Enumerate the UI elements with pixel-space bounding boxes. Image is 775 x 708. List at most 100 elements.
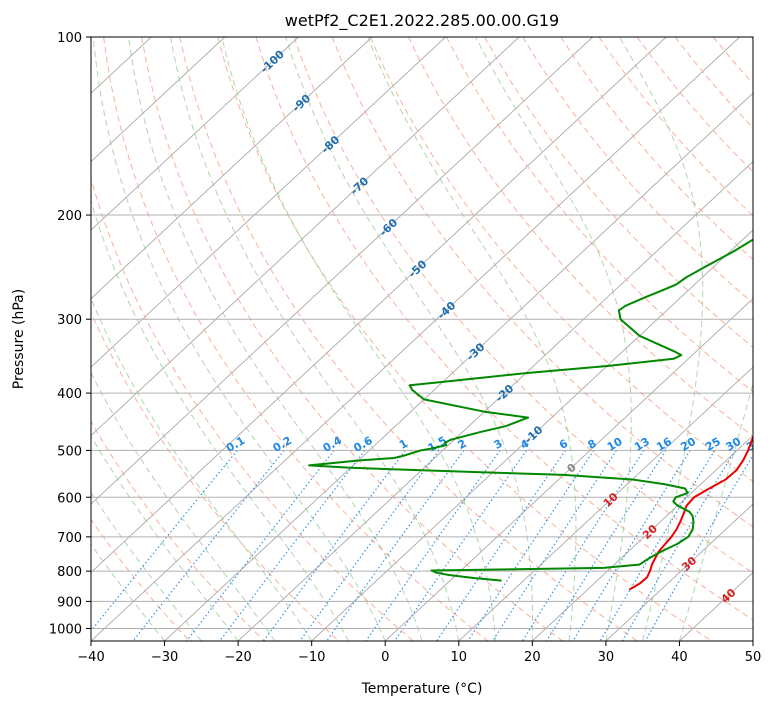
mixing-ratio-label: 16 — [654, 435, 674, 454]
moist-adiabat-line — [170, 37, 460, 641]
isotherm-line — [605, 503, 753, 641]
y-tick-label: 400 — [57, 387, 82, 402]
x-axis-title: Temperature (°C) — [361, 681, 483, 697]
y-tick-label: 600 — [57, 491, 82, 506]
isotherm-line — [91, 37, 446, 368]
x-tick-label: 10 — [451, 650, 468, 665]
isotherm-line — [91, 37, 226, 163]
dry-adiabat-line — [293, 37, 753, 574]
y-tick-label: 200 — [57, 209, 82, 224]
mixing-ratio-label: 25 — [703, 435, 723, 454]
y-tick-label: 100 — [57, 31, 82, 46]
mixing-ratio-line — [185, 450, 335, 641]
isotherm-line — [458, 366, 753, 641]
y-tick-label: 900 — [57, 595, 82, 610]
x-tick-label: 0 — [381, 650, 389, 665]
mixing-ratio-line — [644, 454, 753, 641]
isotherm-line — [91, 37, 373, 300]
mixing-ratio-label: 0.6 — [351, 434, 375, 455]
x-tick-label: −10 — [298, 650, 325, 665]
mixing-ratio-labels: 0.1 0.2 0.4 0.6 1 1.5 2 3 4 6 8 10 13 16 20 25 30 36 — [224, 434, 764, 455]
x-tick-label: 30 — [598, 650, 615, 665]
dry-adiabat-line — [446, 37, 753, 393]
mixing-ratio-line — [132, 450, 285, 641]
isotherm-line — [532, 434, 753, 641]
x-tick-label: −20 — [224, 650, 251, 665]
series-line-0 — [628, 434, 753, 591]
y-tick-label: 1000 — [49, 622, 82, 637]
moist-adiabat-line — [128, 37, 423, 641]
isotherm-line — [237, 161, 753, 641]
dry-adiabat-line — [91, 311, 340, 641]
dry-adiabat-line — [91, 420, 265, 641]
mixing-ratio-label: 13 — [632, 435, 652, 454]
mixing-ratio-label: 30 — [724, 435, 744, 454]
mixing-ratio-line — [491, 450, 617, 641]
moist-adiabat-line — [285, 37, 533, 641]
isotherm-line — [164, 92, 753, 641]
isotherm-line — [91, 37, 741, 641]
dry-adiabat-line — [407, 37, 753, 437]
pressure-gridlines — [91, 37, 753, 629]
x-tick-label: 40 — [671, 650, 688, 665]
moist-adiabat-line — [91, 491, 202, 641]
isotherm-line — [91, 37, 593, 505]
dry-adiabat-line — [560, 37, 753, 261]
y-axis: 100 200 300 400 500 600 700 800 900 1000 — [49, 31, 91, 637]
dry-adiabat-line — [750, 37, 753, 40]
dry-adiabat-line — [369, 37, 753, 482]
moist-adiabat-line — [91, 435, 239, 641]
mixing-ratio-label: 1 — [397, 437, 410, 452]
x-tick-label: 20 — [524, 650, 541, 665]
dry-adiabat-line — [217, 37, 713, 641]
moist-adiabat-line — [367, 37, 577, 641]
mixing-ratio-line — [436, 450, 566, 641]
dry-adiabat-line — [522, 37, 753, 304]
dry-adiabat-line — [674, 37, 753, 129]
mixing-ratio-line — [621, 450, 736, 641]
y-tick-label: 300 — [57, 313, 82, 328]
profile-series — [308, 238, 753, 591]
moist-adiabat-line — [91, 297, 313, 641]
mixing-ratio-line — [325, 450, 465, 641]
moist-adiabat-line — [221, 37, 497, 641]
isotherm-line — [0, 37, 4, 641]
background-lines — [0, 37, 753, 641]
mixing-ratio-label: 36 — [744, 435, 764, 454]
series-line-1 — [308, 238, 753, 582]
mixing-ratio-line — [299, 450, 440, 641]
mixing-ratio-line — [467, 450, 595, 641]
mixing-ratio-label: 0.4 — [321, 434, 345, 455]
isotherm-line — [91, 37, 520, 437]
mixing-ratio-line — [219, 450, 366, 641]
plot-frame — [90, 36, 754, 642]
mixing-ratio-line — [545, 450, 667, 641]
x-tick-label: 50 — [745, 650, 762, 665]
x-axis: −40 −30 −20 −10 0 10 20 30 40 50 — [77, 641, 761, 665]
mixing-ratio-label: 3 — [492, 437, 505, 452]
y-axis-title: Pressure (hPa) — [11, 289, 27, 389]
moist-adiabat-line — [92, 37, 386, 641]
y-tick-label: 800 — [57, 565, 82, 580]
moist-adiabat-line — [475, 37, 632, 641]
isotherm-line — [679, 571, 753, 641]
moist-adiabat-line — [678, 381, 753, 641]
dry-adiabat-line — [91, 177, 415, 641]
dry-adiabat-line — [484, 37, 753, 348]
y-tick-label: 500 — [57, 444, 82, 459]
mixing-ratio-line — [91, 450, 238, 632]
mixing-ratio-label: 2 — [455, 437, 468, 452]
x-tick-label: −30 — [151, 650, 178, 665]
chart-title: wetPf2_C2E1.2022.285.00.00.G19 — [285, 11, 559, 31]
dry-adiabat-line — [179, 37, 639, 641]
isotherm-line — [384, 297, 753, 641]
isotherm-line — [752, 640, 753, 641]
moist-adiabat-line — [91, 371, 276, 641]
mixing-ratio-label: 0.1 — [224, 434, 247, 455]
plot-area: -100-90-80-70-60-50-40-30-20-10010203040… — [0, 37, 764, 641]
isotherm-line — [91, 37, 299, 231]
y-tick-label: 700 — [57, 531, 82, 546]
mixing-ratio-line — [365, 450, 501, 641]
mixing-ratio-label: 10 — [605, 435, 625, 454]
